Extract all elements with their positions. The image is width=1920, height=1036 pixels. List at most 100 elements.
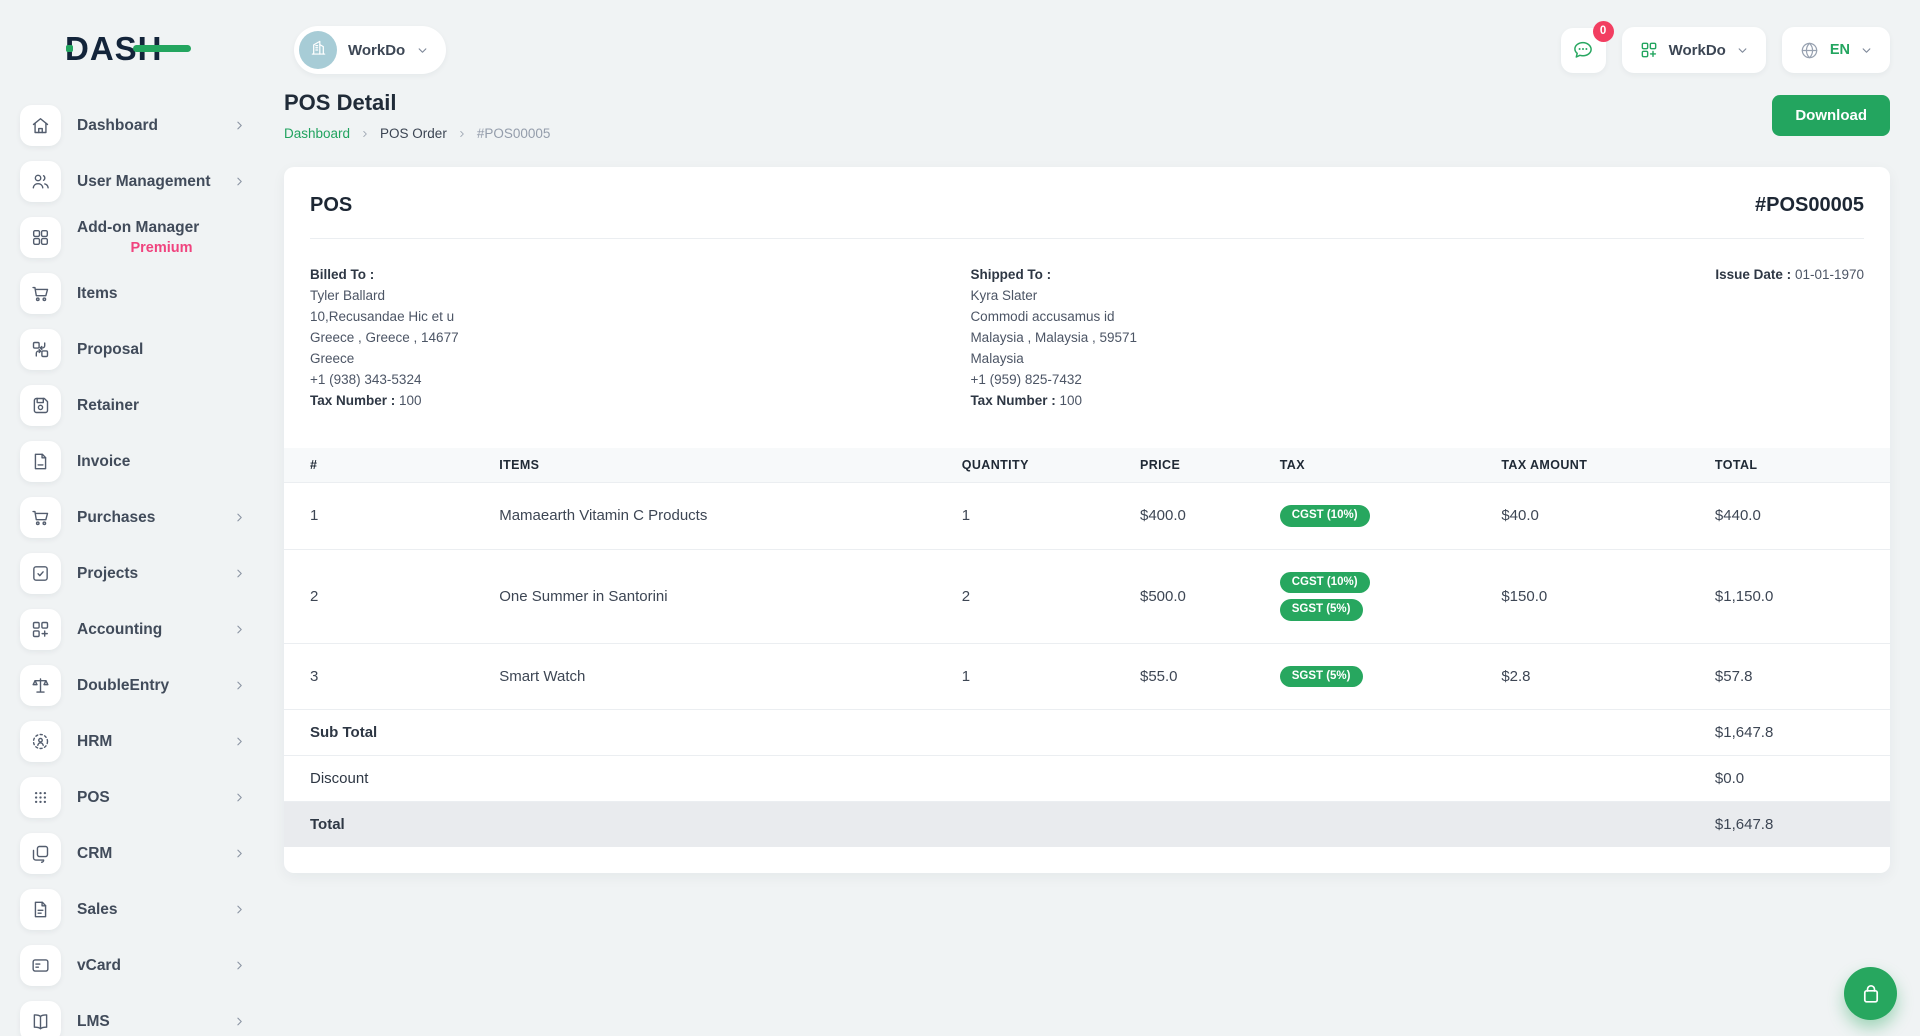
org-menu[interactable]: WorkDo	[1621, 27, 1766, 73]
pos-detail-card: POS #POS00005 Billed To : Tyler Ballard …	[284, 167, 1890, 873]
projects-icon	[20, 553, 61, 594]
sidebar-item-doubleentry[interactable]: DoubleEntry	[20, 665, 284, 706]
chat-icon	[1571, 38, 1595, 62]
page-header: POS Detail Dashboard POS Order #POS00005…	[284, 90, 1890, 141]
shipped-tax-number: Tax Number : 100	[970, 393, 1082, 408]
sales-icon	[20, 889, 61, 930]
cell-total: $440.0	[1714, 482, 1890, 549]
accounting-icon	[20, 609, 61, 650]
chevron-right-icon	[233, 791, 246, 804]
chevron-right-icon	[233, 511, 246, 524]
shipped-line: Commodi accusamus id	[970, 309, 1115, 324]
items-table: # ITEMS QUANTITY PRICE TAX TAX AMOUNT TO…	[284, 448, 1890, 847]
proposal-icon	[20, 329, 61, 370]
cell-price: $55.0	[1139, 642, 1280, 710]
sidebar-item-items[interactable]: Items	[20, 273, 284, 314]
cell-price: $400.0	[1139, 482, 1280, 549]
cell-number: 1	[284, 482, 500, 549]
chevron-right-icon	[233, 175, 246, 188]
cell-price: $500.0	[1139, 548, 1280, 643]
sidebar-item-purchases[interactable]: Purchases	[20, 497, 284, 538]
messages-button[interactable]: 0	[1560, 20, 1614, 73]
sidebar-item-pos[interactable]: POS	[20, 777, 284, 818]
sidebar-item-accounting[interactable]: Accounting	[20, 609, 284, 650]
pos-cart-fab[interactable]	[1844, 967, 1897, 1020]
workspace-switcher[interactable]: WorkDo	[294, 26, 447, 74]
sidebar-item-sales[interactable]: Sales	[20, 889, 284, 930]
globe-icon	[1799, 40, 1820, 61]
download-button[interactable]: Download	[1772, 95, 1890, 136]
table-header-row: # ITEMS QUANTITY PRICE TAX TAX AMOUNT TO…	[284, 448, 1890, 483]
sidebar-item-hrm[interactable]: HRM	[20, 721, 284, 762]
sidebar-item-crm[interactable]: CRM	[20, 833, 284, 874]
sidebar-item-dashboard[interactable]: Dashboard	[20, 105, 284, 146]
sidebar-item-label: CRM	[77, 844, 113, 862]
billed-line: Tyler Ballard	[310, 288, 386, 303]
col-items: ITEMS	[499, 448, 962, 483]
cell-quantity: 2	[961, 548, 1140, 643]
premium-badge: Premium	[130, 240, 193, 256]
shipped-line: +1 (959) 825-7432	[970, 372, 1082, 387]
cell-tax-amount: $40.0	[1501, 482, 1715, 549]
sidebar-nav: Dashboard User Management Add-on Manager…	[20, 105, 284, 1036]
chevron-right-icon	[233, 959, 246, 972]
billed-line: Greece , Greece , 14677	[310, 330, 459, 345]
breadcrumb-dashboard[interactable]: Dashboard	[284, 126, 351, 141]
cell-total: $1,150.0	[1714, 548, 1890, 643]
card-header: POS #POS00005	[284, 167, 1890, 238]
logo-dot	[66, 45, 73, 52]
breadcrumb-pos-order[interactable]: POS Order	[380, 126, 447, 141]
billed-to-heading: Billed To :	[310, 267, 375, 282]
cell-number: 3	[284, 642, 500, 710]
hrm-icon	[20, 721, 61, 762]
cell-tax: SGST (5%)	[1279, 642, 1502, 710]
cell-total: $57.8	[1714, 642, 1890, 710]
chevron-right-icon	[233, 735, 246, 748]
chevron-down-icon	[1860, 44, 1873, 57]
retainer-icon	[20, 385, 61, 426]
app-logo[interactable]: DASH	[65, 30, 191, 68]
cell-tax-amount: $150.0	[1501, 548, 1715, 643]
language-code: EN	[1829, 42, 1850, 58]
org-name: WorkDo	[1668, 41, 1726, 59]
sidebar-item-invoice[interactable]: Invoice	[20, 441, 284, 482]
billed-line: 10,Recusandae Hic et u	[310, 309, 455, 324]
pos-icon	[20, 777, 61, 818]
sidebar-item-label: Sales	[77, 900, 118, 918]
address-section: Billed To : Tyler Ballard 10,Recusandae …	[284, 239, 1890, 411]
summary-value: $1,647.8	[1714, 801, 1890, 847]
tax-badge: CGST (10%)	[1279, 505, 1370, 527]
vcard-icon	[20, 945, 61, 986]
breadcrumb: Dashboard POS Order #POS00005	[284, 126, 550, 141]
workspace-avatar	[299, 31, 337, 69]
sidebar-item-label: Add-on Manager	[77, 219, 200, 236]
sidebar-item-label: Items	[77, 284, 118, 302]
cell-item: One Summer in Santorini	[499, 548, 962, 643]
chevron-right-icon	[233, 679, 246, 692]
cell-item: Mamaearth Vitamin C Products	[499, 482, 962, 549]
cell-tax: CGST (10%) SGST (5%)	[1279, 548, 1502, 643]
sidebar-item-label: Retainer	[77, 396, 140, 414]
tax-badge: SGST (5%)	[1279, 599, 1363, 621]
chevron-down-icon	[1736, 44, 1749, 57]
sidebar-item-add-on-manager[interactable]: Add-on Manager Premium	[20, 217, 284, 258]
sidebar-item-vcard[interactable]: vCard	[20, 945, 284, 986]
sidebar-item-user-management[interactable]: User Management	[20, 161, 284, 202]
language-menu[interactable]: EN	[1781, 27, 1890, 73]
sidebar-item-retainer[interactable]: Retainer	[20, 385, 284, 426]
summary-label: Total	[284, 801, 1715, 847]
tax-badge: CGST (10%)	[1279, 571, 1370, 593]
sidebar-item-label: vCard	[77, 956, 121, 974]
col-number: #	[284, 448, 500, 483]
sidebar-item-projects[interactable]: Projects	[20, 553, 284, 594]
divider	[310, 238, 1864, 239]
billed-to-block: Billed To : Tyler Ballard 10,Recusandae …	[310, 264, 970, 411]
billed-line: +1 (938) 343-5324	[310, 372, 422, 387]
main-content: WorkDo 0 WorkDo EN	[284, 0, 1920, 1036]
sidebar-item-label: User Management	[77, 172, 211, 190]
sidebar-item-proposal[interactable]: Proposal	[20, 329, 284, 370]
scale-icon	[20, 665, 61, 706]
cell-tax: CGST (10%)	[1279, 482, 1502, 549]
sidebar-item-lms[interactable]: LMS	[20, 1001, 284, 1036]
